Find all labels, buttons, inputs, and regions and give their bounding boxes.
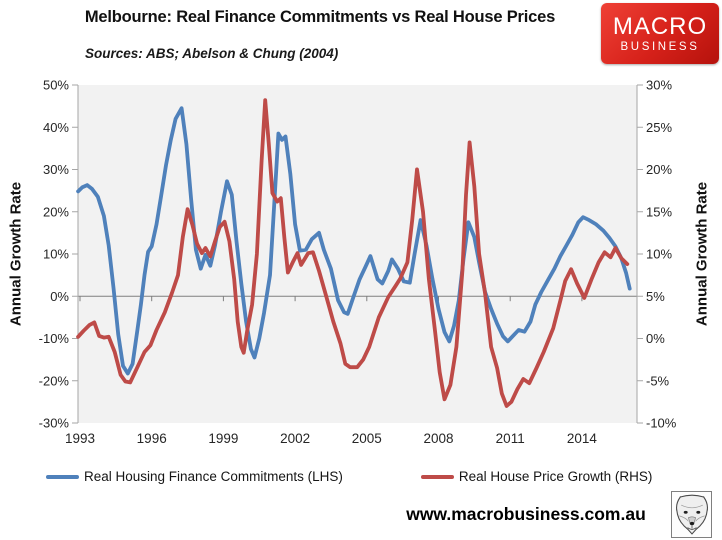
x-axis-tick-label: 2002 [280,431,310,446]
page-title: Melbourne: Real Finance Commitments vs R… [84,8,556,26]
legend: Real Housing Finance Commitments (LHS) R… [46,469,652,484]
x-axis-tick-label: 1996 [137,431,167,446]
right-axis-tick-label: 25% [646,120,672,135]
left-axis-tick-label: -20% [39,373,70,388]
left-axis-tick-label: -30% [39,416,70,431]
x-axis-tick-label: 2005 [352,431,382,446]
left-axis-tick-label: 40% [43,120,69,135]
right-axis-tick-label: 0% [646,331,665,346]
right-axis-tick-label: 10% [646,247,672,262]
x-axis-tick-label: 2014 [567,431,598,446]
macrobusiness-logo-line2: BUSINESS [620,40,700,53]
left-axis-tick-label: 20% [43,204,69,219]
left-axis-tick-label: -10% [39,331,70,346]
series-line-house-prices [76,98,630,408]
plot-area [78,85,637,423]
x-axis-tick-label: 2008 [423,431,453,446]
macrobusiness-logo: MACRO BUSINESS [601,3,719,64]
wolf-icon [675,494,708,535]
right-axis-tick-label: 20% [646,162,672,177]
right-axis-tick-label: -5% [646,373,670,388]
finance-commitments-legend-line-icon [46,474,79,479]
source-note: Sources: ABS; Abelson & Chung (2004) [85,46,339,61]
left-axis-tick-label: 10% [43,247,69,262]
legend-label-house-prices: Real House Price Growth (RHS) [458,469,653,484]
x-axis-tick-label: 1999 [208,431,238,446]
left-axis-tick-label: 0% [50,289,69,304]
x-axis-tick-label: 1993 [65,431,95,446]
macrobusiness-logo-line1: MACRO [612,12,708,40]
legend-item-finance-commitments: Real Housing Finance Commitments (LHS) [46,469,343,484]
left-axis-tick-label: 30% [43,162,69,177]
x-axis-tick-label: 2011 [496,431,525,446]
left-axis-tick-label: 50% [43,78,69,93]
right-axis-tick-label: 15% [646,204,672,219]
right-axis-tick-label: -10% [646,416,677,431]
wolf-logo-box [671,491,712,538]
website-url: www.macrobusiness.com.au [406,504,646,524]
house-prices-legend-line-icon [420,474,454,479]
right-axis-tick-label: 5% [646,289,665,304]
legend-item-house-prices: Real House Price Growth (RHS) [420,469,653,484]
series-line-finance-commitments [76,106,632,376]
legend-label-finance-commitments: Real Housing Finance Commitments (LHS) [84,469,343,484]
right-axis-tick-label: 30% [646,78,672,93]
